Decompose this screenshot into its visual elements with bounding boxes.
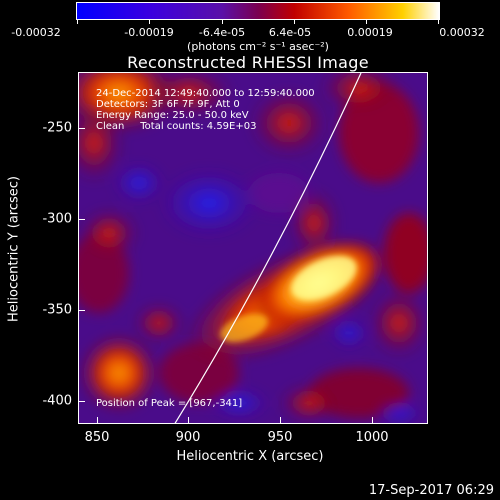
colorbar-label: 0.00032 — [439, 26, 485, 39]
y-tick-mark — [78, 401, 85, 402]
colorbar-units: (photons cm⁻² s⁻¹ asec⁻²) — [187, 40, 329, 53]
y-tick-mark — [78, 128, 85, 129]
rhessi-image-plot — [78, 72, 428, 424]
colorbar-label: 6.4e-05 — [268, 26, 312, 39]
rhessi-image — [79, 73, 427, 423]
colorbar-tick — [149, 19, 150, 24]
colorbar-tick — [294, 19, 295, 24]
colorbar-tick — [77, 19, 78, 24]
y-tick-mark — [78, 310, 85, 311]
x-axis-label: Heliocentric X (arcsec) — [176, 449, 324, 464]
y-tick-mark — [78, 219, 85, 220]
y-tick-label: -400 — [42, 393, 72, 409]
peak-position-info: Position of Peak = [967,-341] — [96, 398, 243, 409]
observation-time: 24-Dec-2014 12:49:40.000 to 12:59:40.000 — [96, 88, 315, 99]
solar-limb-line — [174, 73, 362, 423]
colorbar — [76, 2, 440, 20]
detectors-info: Detectors: 3F 6F 7F 9F, Att 0 — [96, 99, 240, 110]
y-axis-label: Heliocentric Y (arcsec) — [6, 176, 22, 322]
x-tick-mark — [372, 417, 373, 424]
colorbar-gradient — [77, 3, 439, 19]
x-tick-label: 850 — [84, 430, 110, 445]
x-tick-label: 950 — [267, 430, 293, 445]
x-tick-mark — [97, 417, 98, 424]
colorbar-label: -6.4e-05 — [198, 26, 246, 39]
colorbar-tick — [222, 19, 223, 24]
colorbar-label: -0.00019 — [124, 26, 174, 39]
colorbar-label: -0.00032 — [11, 26, 61, 39]
footer-timestamp: 17-Sep-2017 06:29 — [368, 483, 494, 498]
y-tick-label: -250 — [42, 120, 72, 136]
x-tick-label: 900 — [175, 430, 201, 445]
x-tick-mark — [280, 417, 281, 424]
y-tick-label: -350 — [42, 302, 72, 318]
x-tick-label: 1000 — [355, 430, 389, 445]
colorbar-tick — [366, 19, 367, 24]
colorbar-tick — [438, 19, 439, 24]
clean-counts-info: Clean Total counts: 4.59E+03 — [96, 121, 257, 132]
energy-range-info: Energy Range: 25.0 - 50.0 keV — [96, 110, 249, 121]
y-tick-label: -300 — [42, 211, 72, 227]
image-title: Reconstructed RHESSI Image — [127, 53, 369, 72]
colorbar-label: 0.00019 — [347, 26, 393, 39]
x-tick-mark — [188, 417, 189, 424]
